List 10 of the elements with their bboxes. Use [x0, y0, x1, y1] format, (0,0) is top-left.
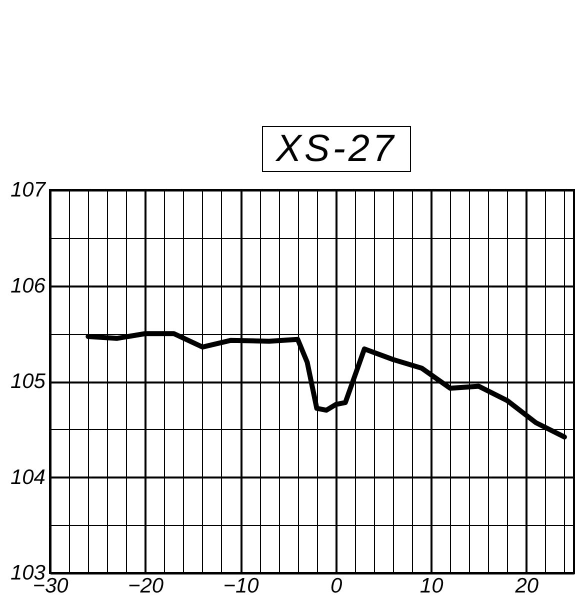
chart-title: XS-27: [262, 126, 411, 172]
y-tick-label: 104: [10, 466, 46, 489]
x-tick-label: −20: [128, 574, 164, 595]
x-tick-label: 10: [420, 574, 444, 595]
x-tick-label: −10: [223, 574, 260, 595]
y-tick-label: 107: [10, 178, 47, 202]
x-tick-label: 20: [514, 574, 539, 595]
y-tick-label: 106: [10, 274, 46, 298]
y-tick-label: 105: [10, 370, 46, 393]
x-tick-label: 0: [330, 574, 342, 595]
